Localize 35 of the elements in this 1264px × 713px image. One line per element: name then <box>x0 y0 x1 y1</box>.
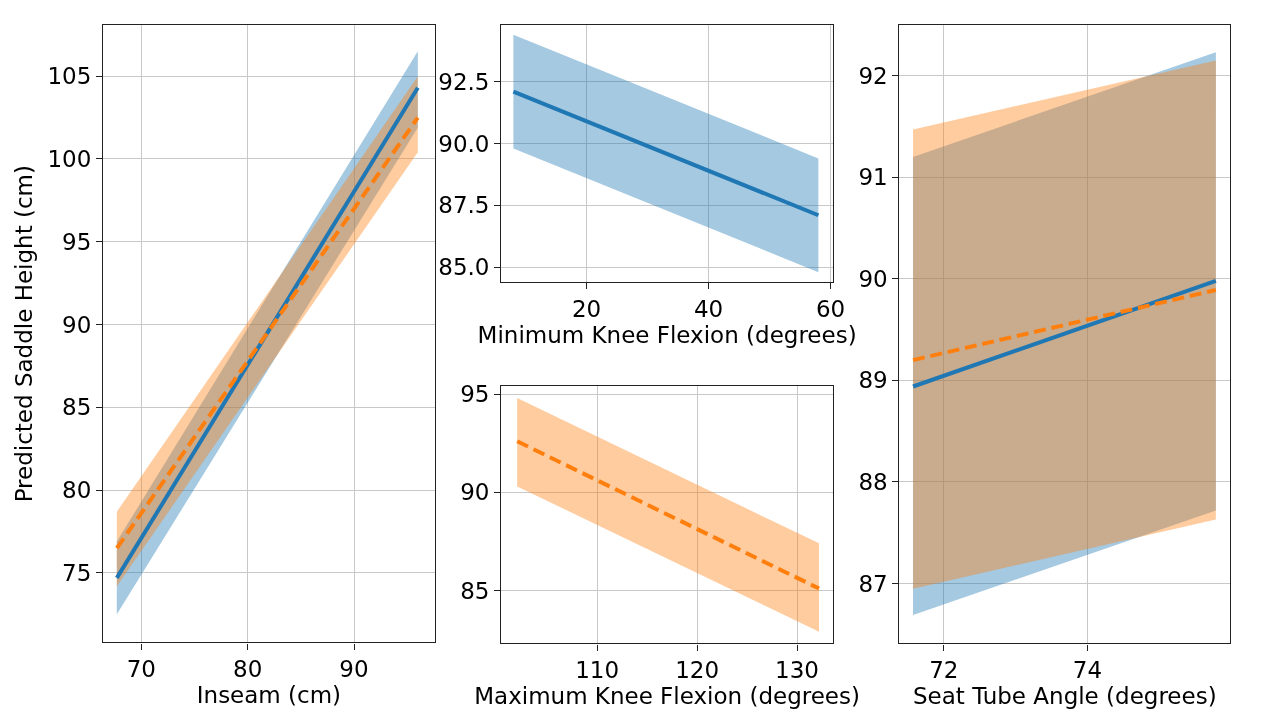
y-tick-label: 105 <box>47 63 92 90</box>
y-tick-label: 100 <box>47 146 92 173</box>
x-tick-label: 74 <box>1072 657 1103 684</box>
y-tick-label: 89 <box>858 367 888 394</box>
x-axis-title: Seat Tube Angle (degrees) <box>912 683 1217 710</box>
x-tick-label: 130 <box>775 657 819 684</box>
y-axis-title: Predicted Saddle Height (cm) <box>10 164 37 503</box>
y-tick-label: 90.0 <box>438 130 490 157</box>
y-tick-label: 75 <box>62 560 92 586</box>
y-tick-label: 90 <box>460 479 490 506</box>
y-tick-label: 85.0 <box>438 254 490 281</box>
y-tick-label: 85 <box>62 394 92 421</box>
x-tick-label: 40 <box>693 295 724 322</box>
x-tick-label: 20 <box>571 295 602 322</box>
x-tick-label: 120 <box>675 657 720 684</box>
y-tick-label: 95 <box>460 381 490 408</box>
x-tick-label: 72 <box>929 657 959 684</box>
y-tick-label: 95 <box>62 228 92 255</box>
x-tick-label: 110 <box>575 657 620 684</box>
y-tick-label: 87 <box>858 570 888 597</box>
y-tick-label: 85 <box>460 577 490 604</box>
y-tick-label: 92.5 <box>438 68 490 95</box>
x-tick-label: 90 <box>339 656 369 683</box>
y-tick-label: 80 <box>62 477 92 504</box>
x-tick-label: 80 <box>233 656 263 683</box>
y-tick-label: 92 <box>858 62 888 89</box>
x-tick-label: 70 <box>126 656 156 683</box>
x-axis-title: Minimum Knee Flexion (degrees) <box>477 321 857 348</box>
x-axis-title: Maximum Knee Flexion (degrees) <box>474 683 860 710</box>
y-tick-label: 88 <box>858 469 888 496</box>
y-tick-label: 87.5 <box>438 192 490 219</box>
x-axis-title: Inseam (cm) <box>196 682 342 709</box>
y-tick-label: 90 <box>858 265 888 292</box>
x-tick-label: 60 <box>815 295 846 322</box>
y-tick-label: 91 <box>858 164 888 191</box>
